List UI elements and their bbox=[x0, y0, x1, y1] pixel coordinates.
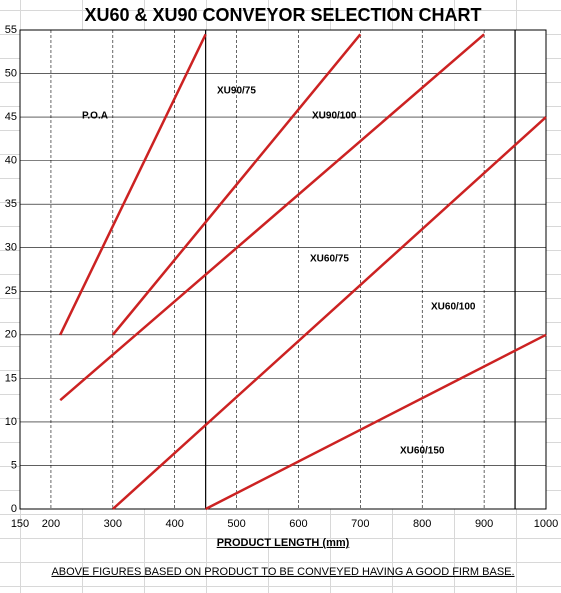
y-tick-label: 20 bbox=[5, 329, 17, 341]
y-tick-label: 35 bbox=[5, 198, 17, 210]
series-line bbox=[59, 33, 207, 336]
region-label: XU90/100 bbox=[312, 111, 357, 122]
x-tick-label: 700 bbox=[351, 518, 369, 530]
x-tick-label: 400 bbox=[166, 518, 184, 530]
x-tick-label: 500 bbox=[227, 518, 245, 530]
region-label: XU60/75 bbox=[310, 254, 349, 265]
series-line bbox=[111, 33, 362, 336]
x-tick-label: 150 bbox=[11, 518, 29, 530]
y-tick-label: 0 bbox=[11, 503, 17, 515]
series-line bbox=[205, 333, 547, 511]
x-tick-label: 200 bbox=[42, 518, 60, 530]
y-tick-label: 50 bbox=[5, 67, 17, 79]
chart-title: XU60 & XU90 CONVEYOR SELECTION CHART bbox=[84, 5, 481, 25]
plot-area bbox=[20, 30, 546, 509]
series-line bbox=[111, 116, 547, 510]
plot-frame bbox=[19, 29, 547, 510]
region-label: P.O.A bbox=[82, 111, 108, 122]
y-tick-label: 30 bbox=[5, 242, 17, 254]
region-label: XU60/150 bbox=[400, 446, 445, 457]
y-tick-label: 45 bbox=[5, 111, 17, 123]
x-tick-label: 900 bbox=[475, 518, 493, 530]
footnote: ABOVE FIGURES BASED ON PRODUCT TO BE CON… bbox=[51, 566, 514, 578]
x-tick-label: 600 bbox=[289, 518, 307, 530]
series-line bbox=[59, 33, 485, 402]
y-tick-label: 40 bbox=[5, 155, 17, 167]
y-tick-label: 5 bbox=[11, 459, 17, 471]
x-tick-label: 800 bbox=[413, 518, 431, 530]
region-label: XU90/75 bbox=[217, 86, 256, 97]
y-tick-label: 15 bbox=[5, 372, 17, 384]
x-tick-label: 300 bbox=[104, 518, 122, 530]
y-tick-label: 10 bbox=[5, 416, 17, 428]
x-tick-label: 1000 bbox=[534, 518, 558, 530]
y-tick-label: 55 bbox=[5, 24, 17, 36]
x-axis-label: PRODUCT LENGTH (mm) bbox=[217, 537, 350, 549]
region-label: XU60/100 bbox=[431, 302, 476, 313]
y-tick-label: 25 bbox=[5, 285, 17, 297]
